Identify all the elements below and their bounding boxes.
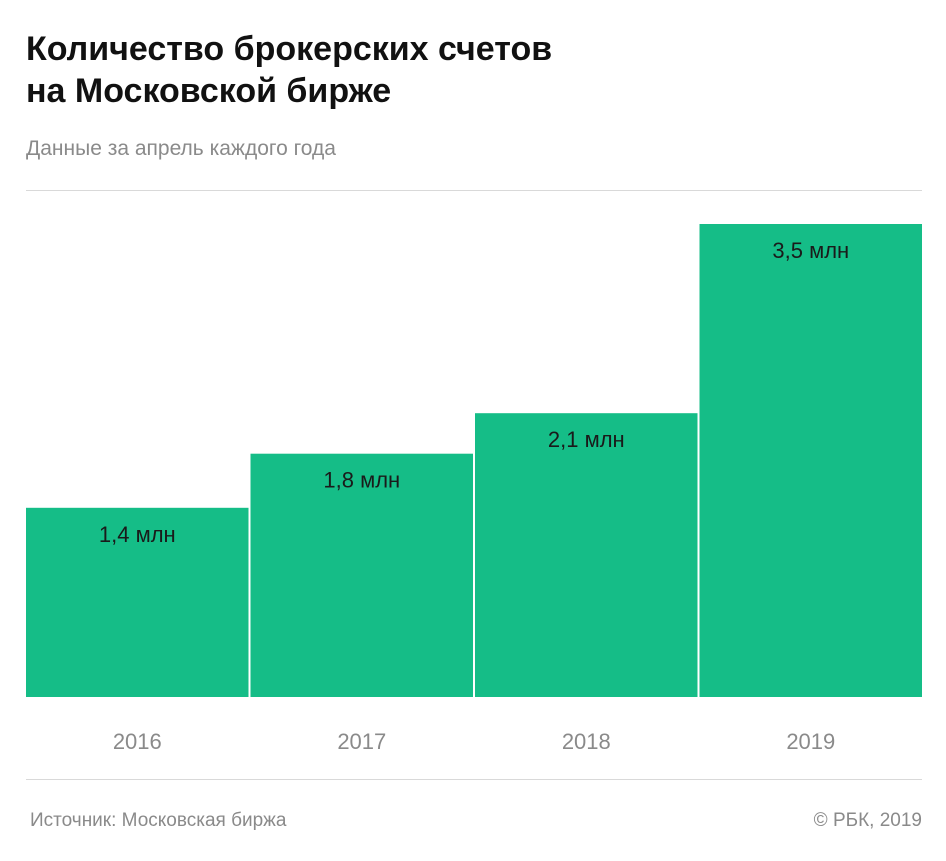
source-note: Источник: Московская биржа	[30, 810, 287, 831]
bar-value-label-2018: 2,1 млн	[548, 427, 625, 452]
bottom-divider	[26, 779, 922, 780]
bar-value-label-2019: 3,5 млн	[772, 238, 849, 263]
copyright-note: © РБК, 2019	[813, 810, 922, 831]
x-tick-label-2018: 2018	[562, 729, 611, 754]
chart-subtitle: Данные за апрель каждого года	[26, 137, 336, 160]
bar-2017	[250, 453, 473, 697]
top-divider	[26, 190, 922, 191]
bar-2019	[699, 224, 922, 697]
chart-title-line-1: Количество брокерских счетов	[26, 30, 553, 68]
bar-2018	[475, 413, 698, 697]
chart-title-line-2: на Московской бирже	[26, 72, 392, 110]
bar-2016	[26, 507, 249, 697]
x-tick-label-2017: 2017	[337, 729, 386, 754]
x-tick-label-2016: 2016	[113, 729, 162, 754]
x-tick-label-2019: 2019	[786, 729, 835, 754]
bar-value-label-2017: 1,8 млн	[323, 468, 400, 493]
chart-title: Количество брокерских счетов на Московск…	[26, 28, 906, 112]
bar-value-label-2016: 1,4 млн	[99, 522, 176, 547]
